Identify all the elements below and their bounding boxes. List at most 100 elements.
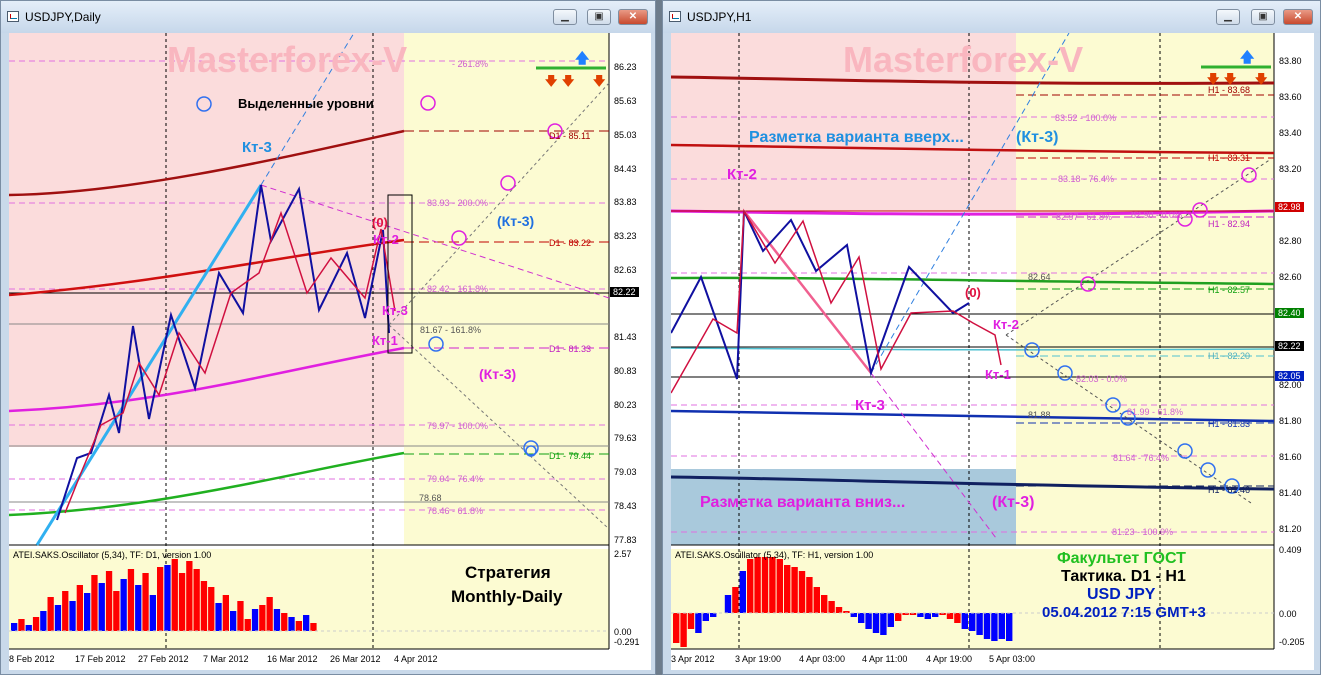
oscillator-bar xyxy=(732,587,739,613)
oscillator-bar xyxy=(687,613,695,629)
minimize-button[interactable]: ▁ xyxy=(1216,9,1240,25)
down-markup-label: Разметка варианта вниз... xyxy=(700,494,906,511)
oscillator-bar xyxy=(917,613,924,617)
down-arrow-icon: 🡇 xyxy=(1207,72,1220,86)
wave-label-kt3-top: Кт-3 xyxy=(242,139,272,156)
oscillator-bar xyxy=(880,613,887,635)
oscillator-bar xyxy=(843,611,850,613)
current-price-label: 82.22 xyxy=(1275,341,1304,351)
maximize-button[interactable]: ▣ xyxy=(1251,9,1275,25)
h1-chart-window[interactable]: USDJPY,H1 ▁ ▣ ✕ xyxy=(662,0,1321,675)
title-bar[interactable]: USDJPY,Daily ▁ ▣ ✕ xyxy=(1,1,655,33)
oscillator-bar xyxy=(113,591,120,631)
wave-label-kt2: Кт-2 xyxy=(373,232,399,247)
chart-area[interactable]: 🡅 🡇 🡇 🡇 Masterforex-V Разметка варианта … xyxy=(671,33,1314,670)
oscillator-bar xyxy=(237,601,244,631)
oscillator-bar xyxy=(127,569,135,631)
oscillator-bar xyxy=(991,613,998,641)
oscillator-bar xyxy=(142,573,149,631)
wave-label-kt3-low: Кт-3 xyxy=(855,397,885,414)
time-label: 4 Apr 11:00 xyxy=(862,654,908,664)
time-label: 27 Feb 2012 xyxy=(138,654,189,664)
fib-label: 82.64 xyxy=(1028,272,1051,282)
oscillator-bar xyxy=(673,613,680,643)
price-scale[interactable]: 83.80 83.60 83.40 83.20 82.98 82.80 82.6… xyxy=(1275,33,1314,649)
current-price-label: 82.22 xyxy=(610,287,639,297)
time-axis[interactable]: 8 Feb 2012 17 Feb 2012 27 Feb 2012 7 Mar… xyxy=(9,650,609,670)
oscillator-bar xyxy=(946,613,954,619)
oscillator-bar xyxy=(932,613,939,617)
oscillator-bar xyxy=(266,597,273,631)
wave-label-kt3-up: (Кт-3) xyxy=(1016,129,1059,146)
fib-label: 79.97 - 100.0% xyxy=(427,421,489,431)
oscillator-bars xyxy=(11,559,317,631)
oscillator-bar xyxy=(222,595,229,631)
title-bar[interactable]: USDJPY,H1 ▁ ▣ ✕ xyxy=(663,1,1320,33)
oscillator-bar xyxy=(91,575,98,631)
chart-icon xyxy=(669,11,681,22)
up-markup-label: Разметка варианта вверх... xyxy=(749,129,964,146)
oscillator-bar xyxy=(895,613,902,621)
minimize-button[interactable]: ▁ xyxy=(553,9,577,25)
fib-label: 82.98 - 0.0% xyxy=(1131,210,1183,220)
oscillator-bar xyxy=(702,613,709,621)
fib-label: 82.97 - 61.8% xyxy=(1056,212,1113,222)
fib-label: - 261.8% xyxy=(452,59,489,69)
oscillator-bar xyxy=(310,623,317,631)
time-label: 3 Apr 2012 xyxy=(671,654,715,664)
oscillator-bar xyxy=(821,595,828,613)
fib-label: 79.04 - 76.4% xyxy=(427,474,484,484)
oscillator-bar xyxy=(40,611,47,631)
time-axis[interactable]: 3 Apr 2012 3 Apr 19:00 4 Apr 03:00 4 Apr… xyxy=(671,650,1274,670)
osc-scale-label: -0.205 xyxy=(1279,637,1305,647)
fib-label: 81.64 - 76.4% xyxy=(1113,453,1170,463)
oscillator-bar xyxy=(939,613,946,615)
fib-label: 82.42 - 161.8% xyxy=(427,284,489,294)
oscillator-bar xyxy=(865,613,872,629)
time-label: 5 Apr 03:00 xyxy=(989,654,1036,664)
oscillator-bar xyxy=(208,587,215,631)
oscillator-bar xyxy=(969,613,976,631)
wave-label-kt3-down: (Кт-3) xyxy=(992,494,1035,511)
wave-label-kt3-right: (Кт-3) xyxy=(497,213,535,229)
time-label: 4 Apr 2012 xyxy=(394,654,438,664)
osc-scale-label: -0.291 xyxy=(614,637,640,647)
oscillator-bar xyxy=(32,617,40,631)
level-label: D1 - 83.22 xyxy=(549,238,592,248)
price-label: 82.00 xyxy=(1279,380,1302,390)
instrument-title: USD JPY xyxy=(1087,586,1156,603)
price-label: 79.63 xyxy=(614,433,637,443)
price-scale[interactable]: 86.23 85.63 85.03 84.43 83.83 83.23 82.6… xyxy=(610,33,651,649)
level-label: H1 - 82.94 xyxy=(1208,219,1251,229)
price-label: 84.43 xyxy=(614,164,637,174)
oscillator-bar xyxy=(747,559,754,613)
chart-area[interactable]: 🡅 🡇 🡇 🡇 Masterforex-V Выделенные уровни … xyxy=(9,33,651,670)
maximize-button[interactable]: ▣ xyxy=(587,9,611,25)
oscillator-bar xyxy=(259,605,266,631)
price-tag-blue: 82.05 xyxy=(1275,371,1304,381)
oscillator-bar xyxy=(200,581,208,631)
price-label: 81.60 xyxy=(1279,452,1302,462)
oscillator-bar xyxy=(230,611,237,631)
oscillator-bar xyxy=(178,573,186,631)
fib-label: 83.18 - 76.4% xyxy=(1058,174,1115,184)
down-arrow-icon: 🡇 xyxy=(1224,72,1237,86)
oscillator-bar xyxy=(164,565,171,631)
level-label: D1 - 81.33 xyxy=(549,344,592,354)
wave-label-kt2: Кт-2 xyxy=(727,166,757,183)
level-label: H1 - 81.83 xyxy=(1208,419,1251,429)
wave-label-kt1: Кт-1 xyxy=(985,367,1011,382)
close-button[interactable]: ✕ xyxy=(618,9,648,25)
oscillator-bar xyxy=(244,619,251,631)
oscillator-title: ATEI.SAKS.Oscillator (5,34), TF: H1, ver… xyxy=(675,550,874,560)
oscillator-bar xyxy=(872,613,880,633)
price-label: 82.63 xyxy=(614,265,637,275)
daily-chart-window[interactable]: USDJPY,Daily ▁ ▣ ✕ xyxy=(0,0,656,675)
down-arrow-icon: 🡇 xyxy=(1255,72,1268,86)
fib-label: 81.88 xyxy=(1028,410,1051,420)
time-label: 26 Mar 2012 xyxy=(330,654,381,664)
wave-label-zero: (0) xyxy=(965,285,981,300)
watermark: Masterforex-V xyxy=(167,39,408,80)
highlighted-levels-label: Выделенные уровни xyxy=(238,96,374,111)
close-button[interactable]: ✕ xyxy=(1283,9,1313,25)
